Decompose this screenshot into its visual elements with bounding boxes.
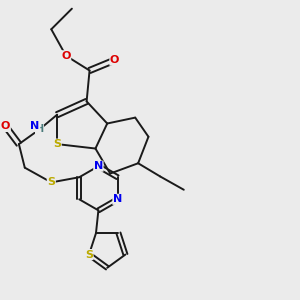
Text: O: O — [110, 55, 119, 65]
Text: O: O — [1, 122, 10, 131]
Text: N: N — [94, 161, 103, 171]
Text: N: N — [113, 194, 122, 204]
Text: S: S — [53, 139, 61, 149]
Text: S: S — [85, 250, 93, 260]
Text: S: S — [47, 177, 55, 188]
Text: N: N — [31, 122, 40, 131]
Text: H: H — [35, 124, 44, 134]
Text: O: O — [61, 51, 71, 61]
